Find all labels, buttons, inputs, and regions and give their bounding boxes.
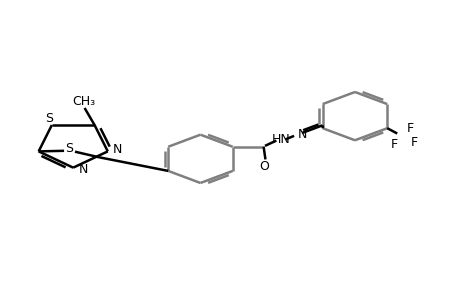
Text: F: F bbox=[410, 136, 417, 149]
Text: F: F bbox=[405, 122, 413, 135]
Text: S: S bbox=[45, 112, 53, 125]
Text: N: N bbox=[78, 163, 88, 176]
Text: S: S bbox=[65, 142, 73, 155]
Text: CH₃: CH₃ bbox=[72, 95, 95, 108]
Text: O: O bbox=[259, 160, 269, 173]
Text: N: N bbox=[297, 128, 307, 141]
Text: F: F bbox=[390, 138, 397, 151]
Text: HN: HN bbox=[271, 133, 290, 146]
Text: N: N bbox=[113, 143, 122, 156]
